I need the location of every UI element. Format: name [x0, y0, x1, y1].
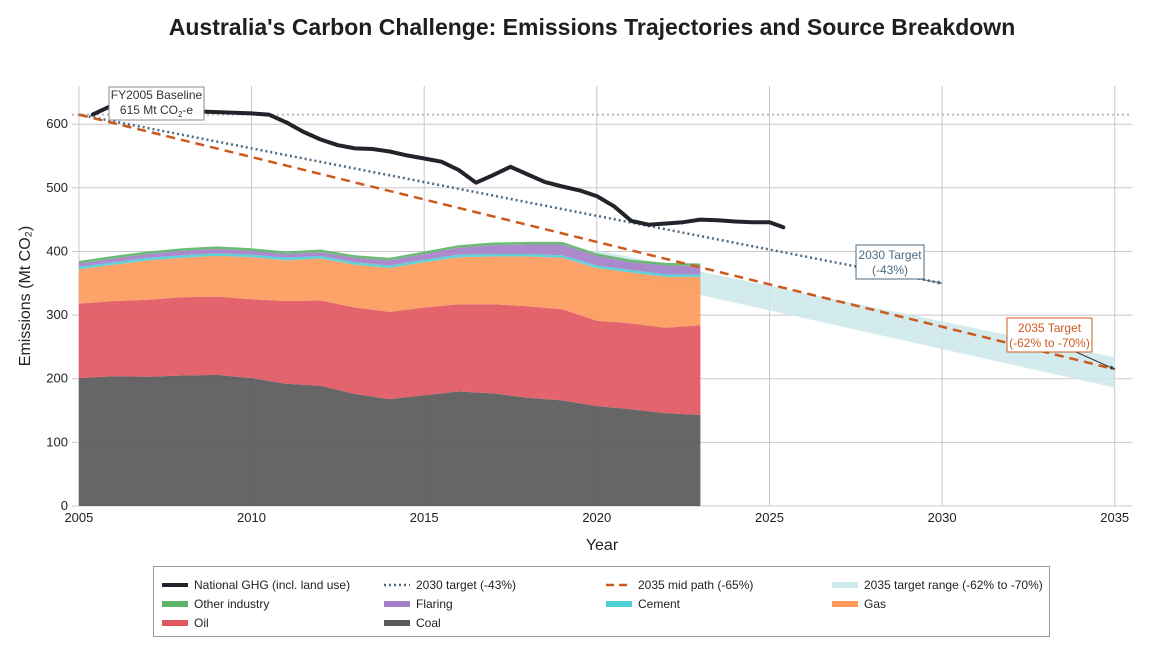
target-2030-line: [78, 113, 943, 285]
x-tick-label: 2020: [582, 510, 611, 525]
y-axis-title: Emissions (Mt CO₂): [17, 226, 34, 366]
legend-item: Flaring: [382, 596, 453, 612]
legend-label: Oil: [194, 616, 209, 630]
area-coal: [78, 374, 701, 506]
legend-swatch: [606, 601, 632, 607]
legend-label: Flaring: [416, 597, 453, 611]
legend-item: Gas: [830, 596, 886, 612]
y-tick-label: 200: [46, 371, 68, 386]
legend-item: Cement: [604, 596, 680, 612]
legend-swatch: [384, 601, 410, 607]
target-2030-annotation-value: (-43%): [872, 263, 908, 277]
legend-item: Other industry: [160, 596, 269, 612]
national-ghg-line: [90, 96, 786, 230]
target-2035-annotation-box: [1006, 317, 1093, 353]
target-2030-annotation-title: 2030 Target: [858, 248, 922, 262]
legend-swatch: [606, 583, 632, 587]
area-oil: [78, 296, 701, 415]
legend-item: 2035 mid path (-65%): [604, 577, 753, 593]
baseline-annotation-value: 615 Mt CO2-e: [120, 103, 193, 119]
legend-item: National GHG (incl. land use): [160, 577, 350, 593]
legend-label: Cement: [638, 597, 681, 611]
legend-label: 2030 target (-43%): [416, 578, 517, 592]
chart-legend: National GHG (incl. land use) 2030 target…: [153, 566, 1050, 637]
y-tick-label: 600: [46, 116, 68, 131]
legend-label: 2035 target range (-62% to -70%): [864, 578, 1043, 592]
area-gas: [78, 255, 701, 328]
target-2035-annotation-arrowhead: [1109, 365, 1115, 370]
x-axis-title: Year: [586, 537, 619, 554]
y-tick-label: 0: [61, 498, 68, 513]
legend-swatch: [384, 583, 410, 587]
legend-label: Coal: [416, 616, 441, 630]
target-2035-annotation-arrow: [1075, 351, 1115, 370]
target-range-band: [596, 250, 1115, 388]
legend-swatch: [832, 601, 858, 607]
y-tick-label: 500: [46, 180, 68, 195]
area-other-industry: [78, 241, 701, 267]
area-flaring: [78, 244, 701, 275]
x-tick-label: 2010: [237, 510, 266, 525]
legend-item: Oil: [160, 615, 209, 631]
chart-title: Australia's Carbon Challenge: Emissions …: [168, 14, 1016, 40]
x-tick-label: 2005: [64, 510, 93, 525]
x-tick-label: 2015: [410, 510, 439, 525]
x-tick-label: 2030: [928, 510, 957, 525]
baseline-annotation-box: [108, 86, 205, 121]
y-tick-label: 300: [46, 307, 68, 322]
legend-item: 2030 target (-43%): [382, 577, 516, 593]
legend-swatch: [832, 582, 858, 588]
y-tick-label: 400: [46, 244, 68, 259]
legend-swatch: [162, 620, 188, 626]
legend-label: Other industry: [194, 597, 270, 611]
y-tick-label: 100: [46, 434, 68, 449]
emissions-chart: 0 100 200 300 400 500 600 2005 2010 2015 2020 2025 2…: [17, 86, 1132, 554]
target-2030-annotation-box: [855, 244, 925, 280]
baseline-annotation-title: FY2005 Baseline: [111, 88, 203, 102]
legend-label: 2035 mid path (-65%): [638, 578, 754, 592]
legend-item: 2035 target range (-62% to -70%): [830, 577, 1043, 593]
legend-swatch: [162, 583, 188, 587]
target-2030-annotation-arrowhead: [937, 280, 943, 285]
target-2035-annotation-title: 2035 Target: [1018, 321, 1082, 335]
mid-path-2035-line: [78, 113, 1115, 371]
legend-label: National GHG (incl. land use): [194, 578, 351, 592]
legend-item: Coal: [382, 615, 441, 631]
x-tick-label: 2035: [1100, 510, 1129, 525]
legend-label: Gas: [864, 597, 887, 611]
x-tick-label: 2025: [755, 510, 784, 525]
legend-swatch: [162, 601, 188, 607]
target-2035-annotation-value: (-62% to -70%): [1009, 336, 1090, 350]
legend-swatch: [384, 620, 410, 626]
